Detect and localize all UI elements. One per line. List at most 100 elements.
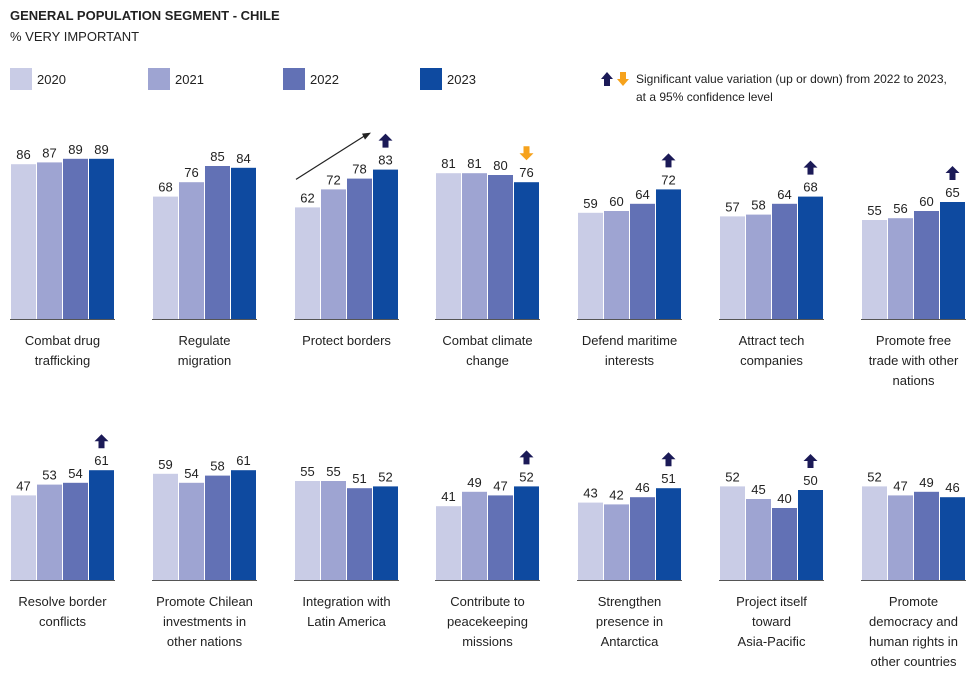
bar-regulate-migration-2020 — [153, 196, 178, 319]
bar-protect-borders-2020 — [295, 207, 320, 319]
category-label-line: presence in — [595, 614, 664, 629]
chart-title: GENERAL POPULATION SEGMENT - CHILE — [10, 8, 280, 23]
panel-attract-tech-companies: 57 58 64 68 — [719, 160, 824, 320]
bar-combat-drug-trafficking-2021 — [37, 162, 62, 319]
data-label-regulate-migration-2023: 84 — [236, 151, 250, 166]
significance-up-arrow-icon — [661, 452, 676, 467]
category-label-line: conflicts — [39, 614, 86, 629]
panel-protect-borders: 62 72 78 83 — [294, 132, 399, 320]
category-label-promote-chilean-investments-in-other-nations: Promote Chilean investments in other natio… — [136, 592, 274, 652]
category-label-protect-borders: Protect borders — [278, 331, 416, 351]
category-label-line: human rights in — [869, 634, 958, 649]
data-label-promote-democracy-and-human-rights-in-other-countries-2021: 47 — [893, 478, 907, 493]
legend-label-2021: 2021 — [175, 71, 204, 87]
data-label-strengthen-presence-in-antarctica-2021: 42 — [609, 487, 623, 502]
data-label-combat-climate-change-2021: 81 — [467, 156, 481, 171]
data-label-strengthen-presence-in-antarctica-2022: 46 — [635, 480, 649, 495]
data-label-resolve-border-conflicts-2020: 47 — [16, 478, 30, 493]
category-label-promote-free-trade-with-other-nations: Promote free trade with other nations — [845, 331, 969, 391]
category-label-line: Latin America — [307, 614, 386, 629]
bar-integration-with-latin-america-2021 — [321, 481, 346, 580]
down-arrow-icon — [617, 72, 629, 86]
category-label-line: companies — [740, 353, 803, 368]
bar-resolve-border-conflicts-2022 — [63, 482, 88, 580]
significance-down-arrow-icon — [519, 146, 534, 161]
category-label-line: Promote — [888, 594, 939, 609]
bar-integration-with-latin-america-2023 — [373, 486, 398, 580]
panel-resolve-border-conflicts: 47 53 54 61 — [10, 434, 115, 581]
category-label-line: Combat climate — [442, 333, 533, 348]
data-label-defend-maritime-interests-2020: 59 — [583, 196, 597, 211]
category-label-line: Antarctica — [600, 634, 659, 649]
bar-contribute-to-peacekeeping-missions-2021 — [462, 491, 487, 580]
significance-up-arrow-icon — [519, 450, 534, 465]
bar-defend-maritime-interests-2022 — [630, 203, 655, 319]
bar-promote-chilean-investments-in-other-nations-2021 — [179, 482, 204, 580]
bar-promote-free-trade-with-other-nations-2023 — [940, 202, 965, 319]
data-label-contribute-to-peacekeeping-missions-2021: 49 — [467, 475, 481, 490]
significance-up-arrow-icon — [94, 434, 109, 449]
category-label-line: Resolve border — [18, 594, 107, 609]
data-label-resolve-border-conflicts-2022: 54 — [68, 466, 82, 481]
bar-integration-with-latin-america-2022 — [347, 488, 372, 580]
bar-project-itself-toward-asia-pacific-2023 — [798, 490, 823, 580]
legend-swatch-2021 — [148, 68, 170, 90]
panel-project-itself-toward-asia-pacific: 52 45 40 50 — [719, 454, 824, 581]
legend-item-2020: 2020 — [10, 68, 66, 90]
bar-resolve-border-conflicts-2021 — [37, 484, 62, 580]
bar-promote-free-trade-with-other-nations-2022 — [914, 211, 939, 319]
significance-text-line2: at a 95% confidence level — [636, 90, 773, 104]
data-label-project-itself-toward-asia-pacific-2023: 50 — [803, 473, 817, 488]
data-label-project-itself-toward-asia-pacific-2021: 45 — [751, 482, 765, 497]
bar-strengthen-presence-in-antarctica-2020 — [578, 502, 603, 580]
data-label-promote-democracy-and-human-rights-in-other-countries-2023: 46 — [945, 480, 959, 495]
panel-strengthen-presence-in-antarctica: 43 42 46 51 — [577, 452, 682, 581]
bar-combat-drug-trafficking-2020 — [11, 164, 36, 319]
category-label-line: peacekeeping — [447, 614, 528, 629]
bar-promote-chilean-investments-in-other-nations-2023 — [231, 470, 256, 580]
bar-contribute-to-peacekeeping-missions-2020 — [436, 506, 461, 580]
bar-regulate-migration-2023 — [231, 167, 256, 319]
bar-contribute-to-peacekeeping-missions-2022 — [488, 495, 513, 580]
significance-note: Significant value variation (up or down)… — [600, 70, 969, 106]
up-arrow-icon — [601, 72, 613, 86]
bar-combat-climate-change-2020 — [436, 173, 461, 319]
data-label-strengthen-presence-in-antarctica-2020: 43 — [583, 486, 597, 501]
bar-regulate-migration-2022 — [205, 166, 230, 319]
data-label-integration-with-latin-america-2020: 55 — [300, 464, 314, 479]
category-label-regulate-migration: Regulate migration — [136, 331, 274, 371]
bar-attract-tech-companies-2021 — [746, 214, 771, 319]
category-label-project-itself-toward-asia-pacific: Project itself toward Asia-Pacific — [703, 592, 841, 652]
bar-defend-maritime-interests-2021 — [604, 211, 629, 319]
data-label-resolve-border-conflicts-2023: 61 — [94, 453, 108, 468]
bar-attract-tech-companies-2022 — [772, 203, 797, 319]
category-label-line: Integration with — [302, 594, 391, 609]
data-label-combat-climate-change-2020: 81 — [441, 156, 455, 171]
legend-swatch-2023 — [420, 68, 442, 90]
panel-contribute-to-peacekeeping-missions: 41 49 47 52 — [435, 450, 540, 581]
category-label-line: Defend maritime — [581, 333, 678, 348]
bar-promote-democracy-and-human-rights-in-other-countries-2022 — [914, 491, 939, 580]
data-label-promote-chilean-investments-in-other-nations-2020: 59 — [158, 457, 172, 472]
bar-strengthen-presence-in-antarctica-2022 — [630, 497, 655, 580]
category-label-line: interests — [604, 353, 655, 368]
bar-strengthen-presence-in-antarctica-2021 — [604, 504, 629, 580]
panel-promote-free-trade-with-other-nations: 55 56 60 65 — [861, 166, 966, 320]
legend-label-2023: 2023 — [447, 71, 476, 87]
chart-subtitle: % VERY IMPORTANT — [10, 29, 140, 44]
category-label-line: investments in — [162, 614, 247, 629]
data-label-regulate-migration-2021: 76 — [184, 165, 198, 180]
panel-defend-maritime-interests: 59 60 64 72 — [577, 153, 682, 320]
bar-resolve-border-conflicts-2023 — [89, 470, 114, 580]
data-label-combat-climate-change-2022: 80 — [493, 158, 507, 173]
category-label-resolve-border-conflicts: Resolve border conflicts — [0, 592, 132, 632]
panel-regulate-migration: 68 76 85 84 — [152, 149, 257, 320]
bar-resolve-border-conflicts-2020 — [11, 495, 36, 580]
data-label-combat-drug-trafficking-2021: 87 — [42, 145, 56, 160]
category-label-line: Promote Chilean — [156, 594, 253, 609]
bar-contribute-to-peacekeeping-missions-2023 — [514, 486, 539, 580]
data-label-combat-drug-trafficking-2020: 86 — [16, 147, 30, 162]
bar-attract-tech-companies-2020 — [720, 216, 745, 319]
panel-combat-drug-trafficking: 86 87 89 89 — [10, 142, 115, 320]
